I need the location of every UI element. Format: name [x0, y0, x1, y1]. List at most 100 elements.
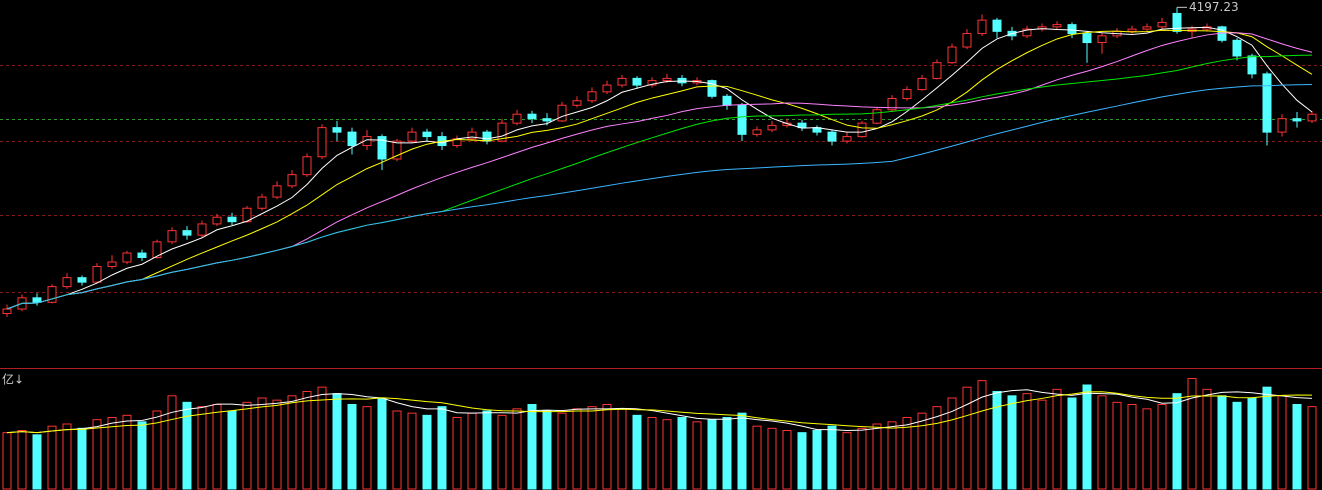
- volume-bar: [737, 412, 747, 490]
- volume-bar: [692, 421, 702, 490]
- volume-moving-average-line: [6, 391, 1313, 434]
- volume-bar: [497, 414, 507, 490]
- volume-bar: [482, 410, 492, 490]
- candle-body: [317, 127, 327, 158]
- candle-body: [377, 136, 387, 160]
- candle-body: [722, 95, 732, 106]
- candle-body: [1097, 35, 1107, 44]
- volume-bar: [77, 427, 87, 490]
- candle-body: [557, 104, 567, 122]
- candle-body: [332, 127, 342, 133]
- volume-bar: [542, 410, 552, 490]
- candle-body: [182, 230, 192, 236]
- volume-bar: [1127, 404, 1137, 490]
- volume-bar: [1202, 388, 1212, 490]
- volume-bar: [992, 391, 1002, 490]
- candle-body: [62, 277, 72, 288]
- candle-body: [32, 297, 42, 303]
- candle-body: [1172, 12, 1182, 32]
- volume-bar: [332, 393, 342, 490]
- candle-body: [887, 98, 897, 111]
- moving-average-line: [6, 29, 1313, 310]
- volume-bar: [107, 417, 117, 490]
- grid: [0, 65, 1322, 293]
- volume-bar: [137, 421, 147, 490]
- volume-bar: [617, 408, 627, 490]
- volume-bar: [1037, 399, 1047, 490]
- candle-body: [467, 131, 477, 140]
- volume-bar: [887, 421, 897, 490]
- volume-bar: [662, 419, 672, 490]
- volume-bar: [1067, 397, 1077, 490]
- volume-bar: [1022, 393, 1032, 490]
- volume-bar: [842, 432, 852, 490]
- volume-bar: [1007, 395, 1017, 490]
- volume-bar: [647, 417, 657, 490]
- volume-bar: [917, 412, 927, 490]
- candle-body: [107, 261, 117, 267]
- volume-unit: 亿↓: [2, 372, 24, 387]
- volume-bar: [1187, 378, 1197, 490]
- volume-bar: [1307, 406, 1317, 490]
- candle-body: [857, 122, 867, 138]
- volume-bar: [227, 410, 237, 490]
- volume-bar: [347, 404, 357, 490]
- candle-body: [1022, 28, 1032, 37]
- volume-bar: [392, 410, 402, 490]
- candle-body: [1142, 26, 1152, 30]
- candle-body: [137, 252, 147, 259]
- volume-bar: [797, 432, 807, 490]
- volume-bar: [527, 404, 537, 490]
- candle-body: [392, 140, 402, 160]
- candle-body: [482, 131, 492, 142]
- candle-body: [587, 91, 597, 102]
- volume-moving-average-line: [6, 389, 1313, 434]
- candle-body: [977, 19, 987, 35]
- high-label: 4197.23: [1189, 0, 1239, 14]
- candle-body: [542, 118, 552, 122]
- candle-body: [632, 77, 642, 86]
- candle-body: [2, 308, 12, 314]
- volume-bar: [587, 406, 597, 490]
- candle-body: [512, 113, 522, 124]
- candle-body: [287, 174, 297, 187]
- volume-bar: [602, 404, 612, 490]
- candle-body: [47, 286, 57, 303]
- candle-body: [947, 46, 957, 64]
- volume-bar: [377, 397, 387, 490]
- volume-bar: [212, 404, 222, 490]
- candle-body: [842, 136, 852, 142]
- volume-bar: [752, 425, 762, 490]
- volume-bar: [1112, 401, 1122, 490]
- candle-body: [962, 33, 972, 48]
- candle-body: [1052, 24, 1062, 28]
- candle-body: [152, 241, 162, 259]
- candle-body: [302, 156, 312, 176]
- volume-bar: [1232, 401, 1242, 490]
- candle-body: [767, 124, 777, 131]
- volume-bar: [62, 423, 72, 490]
- volume-bar: [812, 430, 822, 490]
- volume-bar: [1262, 386, 1272, 490]
- volume-bar: [362, 406, 372, 490]
- volume-bar: [902, 417, 912, 490]
- volume-bar: [272, 399, 282, 490]
- candle-body: [602, 84, 612, 93]
- volume-bar: [857, 427, 867, 490]
- volume-bar: [197, 406, 207, 490]
- volume-bar: [1217, 395, 1227, 490]
- volume-bar: [182, 401, 192, 490]
- volume-bar: [452, 417, 462, 490]
- candle-body: [902, 89, 912, 100]
- volume-bar: [92, 419, 102, 490]
- volume-bar: [32, 434, 42, 490]
- candle-body: [77, 277, 87, 283]
- candle-body: [917, 77, 927, 91]
- candle-body: [92, 265, 102, 283]
- candle-body: [362, 136, 372, 147]
- candle-body: [227, 216, 237, 223]
- volume-bar: [47, 425, 57, 490]
- candle-body: [1127, 28, 1137, 32]
